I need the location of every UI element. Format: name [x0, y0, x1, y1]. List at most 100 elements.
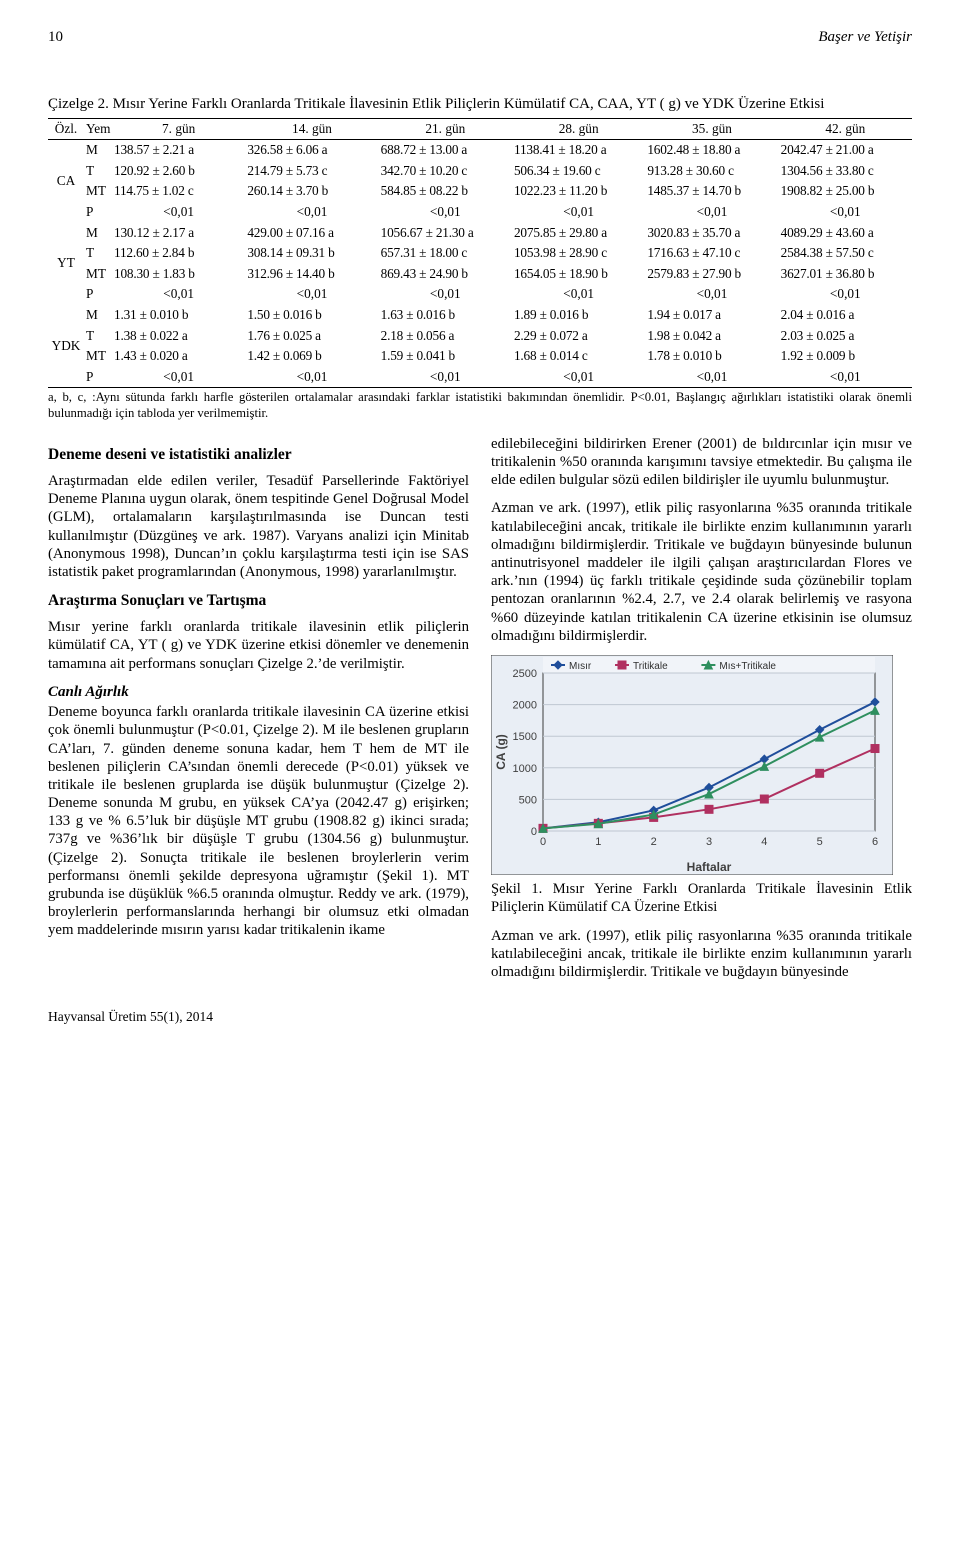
value-cell: 312.96 ± 14.40 b [245, 264, 378, 285]
value-cell: 2.18 ± 0.056 a [379, 326, 512, 347]
value-cell: 1.31 ± 0.010 b [112, 305, 245, 326]
value-cell: 913.28 ± 30.60 c [645, 161, 778, 182]
svg-text:1500: 1500 [513, 731, 537, 743]
value-cell: 108.30 ± 1.83 b [112, 264, 245, 285]
value-cell: 1.78 ± 0.010 b [645, 346, 778, 367]
table-row: T120.92 ± 2.60 b214.79 ± 5.73 c342.70 ± … [48, 161, 912, 182]
group-label: CA [48, 140, 84, 223]
table-title: Çizelge 2. Mısır Yerine Farklı Oranlarda… [48, 95, 912, 114]
chart-svg: 050010001500200025000123456HaftalarCA (g… [491, 655, 893, 875]
page-number: 10 [48, 28, 63, 47]
value-cell: 1.42 ± 0.069 b [245, 346, 378, 367]
svg-text:Mıs+Tritikale: Mıs+Tritikale [719, 661, 776, 672]
figure-1: 050010001500200025000123456HaftalarCA (g… [491, 655, 912, 917]
paragraph: edilebileceğini bildirirken Erener (2001… [491, 435, 912, 490]
yem-cell: M [84, 223, 112, 244]
svg-text:4: 4 [761, 836, 767, 848]
table-row: MT1.43 ± 0.020 a1.42 ± 0.069 b1.59 ± 0.0… [48, 346, 912, 367]
svg-text:1000: 1000 [513, 763, 537, 775]
value-cell: 1.38 ± 0.022 a [112, 326, 245, 347]
yem-cell: M [84, 140, 112, 161]
yem-cell: MT [84, 181, 112, 202]
svg-text:5: 5 [817, 836, 823, 848]
group-label: YT [48, 223, 84, 305]
p-value: <0,01 [512, 202, 645, 223]
value-cell: 3627.01 ± 36.80 b [779, 264, 912, 285]
value-cell: 1304.56 ± 33.80 c [779, 161, 912, 182]
yem-cell: T [84, 161, 112, 182]
yem-cell: T [84, 326, 112, 347]
value-cell: 1.63 ± 0.016 b [379, 305, 512, 326]
value-cell: 1.68 ± 0.014 c [512, 346, 645, 367]
p-label: P [84, 284, 112, 305]
table-row: YTM130.12 ± 2.17 a429.00 ± 07.16 a1056.6… [48, 223, 912, 244]
value-cell: 1.92 ± 0.009 b [779, 346, 912, 367]
col-day: 14. gün [245, 118, 378, 140]
p-value: <0,01 [245, 284, 378, 305]
p-row: P<0,01<0,01<0,01<0,01<0,01<0,01 [48, 202, 912, 223]
yem-cell: MT [84, 264, 112, 285]
col-day: 21. gün [379, 118, 512, 140]
value-cell: 308.14 ± 09.31 b [245, 243, 378, 264]
value-cell: 138.57 ± 2.21 a [112, 140, 245, 161]
col-yem: Yem [84, 118, 112, 140]
yem-cell: MT [84, 346, 112, 367]
svg-text:0: 0 [531, 826, 537, 838]
value-cell: 4089.29 ± 43.60 a [779, 223, 912, 244]
value-cell: 1.89 ± 0.016 b [512, 305, 645, 326]
p-value: <0,01 [512, 284, 645, 305]
svg-text:6: 6 [872, 836, 878, 848]
svg-text:0: 0 [540, 836, 546, 848]
page-header: 10 Başer ve Yetişir [48, 28, 912, 47]
value-cell: 112.60 ± 2.84 b [112, 243, 245, 264]
value-cell: 1022.23 ± 11.20 b [512, 181, 645, 202]
paragraph: Azman ve ark. (1997), etlik piliç rasyon… [491, 927, 912, 982]
value-cell: 429.00 ± 07.16 a [245, 223, 378, 244]
value-cell: 2579.83 ± 27.90 b [645, 264, 778, 285]
results-table: Özl. Yem 7. gün 14. gün 21. gün 28. gün … [48, 118, 912, 389]
p-value: <0,01 [379, 367, 512, 388]
p-value: <0,01 [779, 284, 912, 305]
heading-deneme: Deneme deseni ve istatistiki analizler [48, 445, 469, 464]
value-cell: 1602.48 ± 18.80 a [645, 140, 778, 161]
p-value: <0,01 [645, 367, 778, 388]
yem-cell: M [84, 305, 112, 326]
svg-text:2500: 2500 [513, 668, 537, 680]
page-authors: Başer ve Yetişir [818, 28, 912, 47]
value-cell: 326.58 ± 6.06 a [245, 140, 378, 161]
value-cell: 120.92 ± 2.60 b [112, 161, 245, 182]
p-label: P [84, 202, 112, 223]
value-cell: 2584.38 ± 57.50 c [779, 243, 912, 264]
value-cell: 1.50 ± 0.016 b [245, 305, 378, 326]
paragraph: Mısır yerine farklı oranlarda tritikale … [48, 618, 469, 673]
table-row: MT108.30 ± 1.83 b312.96 ± 14.40 b869.43 … [48, 264, 912, 285]
col-ozl: Özl. [48, 118, 84, 140]
table-row: MT114.75 ± 1.02 c260.14 ± 3.70 b584.85 ±… [48, 181, 912, 202]
paragraph: Deneme boyunca farklı oranlarda tritikal… [48, 703, 469, 939]
value-cell: 130.12 ± 2.17 a [112, 223, 245, 244]
svg-text:1: 1 [595, 836, 601, 848]
value-cell: 3020.83 ± 35.70 a [645, 223, 778, 244]
journal-footer: Hayvansal Üretim 55(1), 2014 [48, 1009, 912, 1026]
table-row: YDKM1.31 ± 0.010 b1.50 ± 0.016 b1.63 ± 0… [48, 305, 912, 326]
p-label: P [84, 367, 112, 388]
heading-canli: Canlı Ağırlık [48, 683, 469, 701]
value-cell: 342.70 ± 10.20 c [379, 161, 512, 182]
yem-cell: T [84, 243, 112, 264]
value-cell: 1908.82 ± 25.00 b [779, 181, 912, 202]
p-value: <0,01 [112, 284, 245, 305]
value-cell: 2075.85 ± 29.80 a [512, 223, 645, 244]
p-value: <0,01 [112, 367, 245, 388]
value-cell: 1485.37 ± 14.70 b [645, 181, 778, 202]
value-cell: 1.94 ± 0.017 a [645, 305, 778, 326]
value-cell: 1716.63 ± 47.10 c [645, 243, 778, 264]
value-cell: 1.76 ± 0.025 a [245, 326, 378, 347]
table-row: CAM138.57 ± 2.21 a326.58 ± 6.06 a688.72 … [48, 140, 912, 161]
value-cell: 2.03 ± 0.025 a [779, 326, 912, 347]
value-cell: 260.14 ± 3.70 b [245, 181, 378, 202]
svg-text:Mısır: Mısır [569, 661, 592, 672]
value-cell: 1.43 ± 0.020 a [112, 346, 245, 367]
p-value: <0,01 [112, 202, 245, 223]
p-value: <0,01 [779, 202, 912, 223]
body-columns: Deneme deseni ve istatistiki analizler A… [48, 435, 912, 981]
